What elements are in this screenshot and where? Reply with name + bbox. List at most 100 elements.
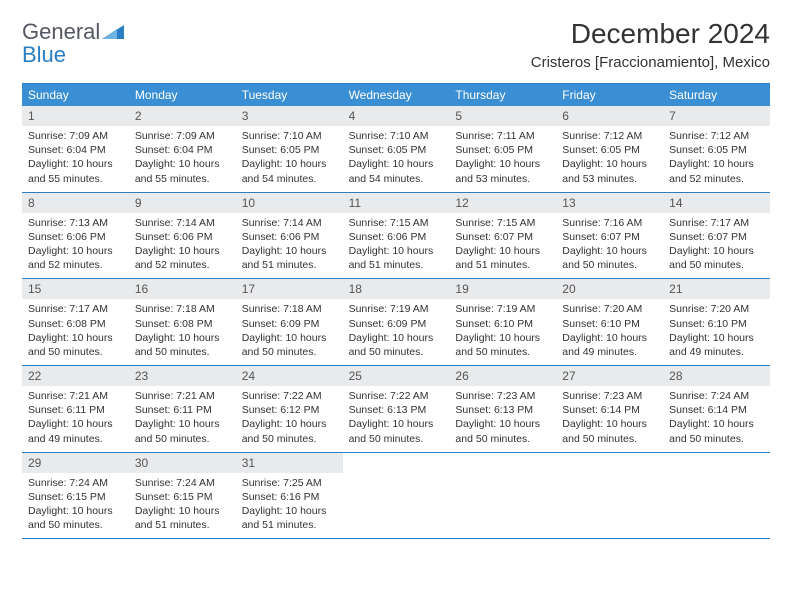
day-info: Sunrise: 7:22 AMSunset: 6:12 PMDaylight:… <box>236 386 343 452</box>
dayname: Wednesday <box>343 84 450 106</box>
week-row: 8Sunrise: 7:13 AMSunset: 6:06 PMDaylight… <box>22 193 770 280</box>
day-info: Sunrise: 7:19 AMSunset: 6:09 PMDaylight:… <box>343 299 450 365</box>
logo-wedge-icon <box>102 20 124 43</box>
day-cell: 15Sunrise: 7:17 AMSunset: 6:08 PMDayligh… <box>22 279 129 365</box>
day-cell: 18Sunrise: 7:19 AMSunset: 6:09 PMDayligh… <box>343 279 450 365</box>
day-cell: 20Sunrise: 7:20 AMSunset: 6:10 PMDayligh… <box>556 279 663 365</box>
day-cell: 8Sunrise: 7:13 AMSunset: 6:06 PMDaylight… <box>22 193 129 279</box>
logo: General Blue <box>22 18 124 66</box>
day-number: 31 <box>236 453 343 473</box>
day-cell: 1Sunrise: 7:09 AMSunset: 6:04 PMDaylight… <box>22 106 129 192</box>
day-info: Sunrise: 7:19 AMSunset: 6:10 PMDaylight:… <box>449 299 556 365</box>
week-row: 15Sunrise: 7:17 AMSunset: 6:08 PMDayligh… <box>22 279 770 366</box>
day-info: Sunrise: 7:21 AMSunset: 6:11 PMDaylight:… <box>22 386 129 452</box>
week-row: 22Sunrise: 7:21 AMSunset: 6:11 PMDayligh… <box>22 366 770 453</box>
day-info: Sunrise: 7:16 AMSunset: 6:07 PMDaylight:… <box>556 213 663 279</box>
day-info: Sunrise: 7:13 AMSunset: 6:06 PMDaylight:… <box>22 213 129 279</box>
day-info: Sunrise: 7:24 AMSunset: 6:14 PMDaylight:… <box>663 386 770 452</box>
day-number: 29 <box>22 453 129 473</box>
day-info: Sunrise: 7:23 AMSunset: 6:14 PMDaylight:… <box>556 386 663 452</box>
day-cell: 9Sunrise: 7:14 AMSunset: 6:06 PMDaylight… <box>129 193 236 279</box>
day-info: Sunrise: 7:12 AMSunset: 6:05 PMDaylight:… <box>556 126 663 192</box>
day-cell: 6Sunrise: 7:12 AMSunset: 6:05 PMDaylight… <box>556 106 663 192</box>
dayname: Saturday <box>663 84 770 106</box>
day-info: Sunrise: 7:15 AMSunset: 6:06 PMDaylight:… <box>343 213 450 279</box>
day-cell: 10Sunrise: 7:14 AMSunset: 6:06 PMDayligh… <box>236 193 343 279</box>
day-cell: 19Sunrise: 7:19 AMSunset: 6:10 PMDayligh… <box>449 279 556 365</box>
day-info: Sunrise: 7:24 AMSunset: 6:15 PMDaylight:… <box>129 473 236 539</box>
day-number: 7 <box>663 106 770 126</box>
day-cell <box>343 453 450 539</box>
day-info: Sunrise: 7:24 AMSunset: 6:15 PMDaylight:… <box>22 473 129 539</box>
day-number: 26 <box>449 366 556 386</box>
day-info: Sunrise: 7:11 AMSunset: 6:05 PMDaylight:… <box>449 126 556 192</box>
day-number: 19 <box>449 279 556 299</box>
dayname: Monday <box>129 84 236 106</box>
day-number: 8 <box>22 193 129 213</box>
day-info: Sunrise: 7:10 AMSunset: 6:05 PMDaylight:… <box>343 126 450 192</box>
day-number: 23 <box>129 366 236 386</box>
day-cell: 7Sunrise: 7:12 AMSunset: 6:05 PMDaylight… <box>663 106 770 192</box>
day-number: 25 <box>343 366 450 386</box>
day-number: 9 <box>129 193 236 213</box>
dayname: Tuesday <box>236 84 343 106</box>
day-cell: 24Sunrise: 7:22 AMSunset: 6:12 PMDayligh… <box>236 366 343 452</box>
day-number: 5 <box>449 106 556 126</box>
day-number: 3 <box>236 106 343 126</box>
day-number: 24 <box>236 366 343 386</box>
day-cell: 12Sunrise: 7:15 AMSunset: 6:07 PMDayligh… <box>449 193 556 279</box>
day-cell: 13Sunrise: 7:16 AMSunset: 6:07 PMDayligh… <box>556 193 663 279</box>
day-cell <box>449 453 556 539</box>
day-cell: 14Sunrise: 7:17 AMSunset: 6:07 PMDayligh… <box>663 193 770 279</box>
day-info: Sunrise: 7:21 AMSunset: 6:11 PMDaylight:… <box>129 386 236 452</box>
day-info: Sunrise: 7:12 AMSunset: 6:05 PMDaylight:… <box>663 126 770 192</box>
day-info: Sunrise: 7:15 AMSunset: 6:07 PMDaylight:… <box>449 213 556 279</box>
day-number: 11 <box>343 193 450 213</box>
day-number: 4 <box>343 106 450 126</box>
week-row: 1Sunrise: 7:09 AMSunset: 6:04 PMDaylight… <box>22 106 770 193</box>
header: General Blue December 2024 Cristeros [Fr… <box>22 18 770 71</box>
day-cell: 29Sunrise: 7:24 AMSunset: 6:15 PMDayligh… <box>22 453 129 539</box>
day-info: Sunrise: 7:09 AMSunset: 6:04 PMDaylight:… <box>129 126 236 192</box>
day-cell: 2Sunrise: 7:09 AMSunset: 6:04 PMDaylight… <box>129 106 236 192</box>
day-cell: 22Sunrise: 7:21 AMSunset: 6:11 PMDayligh… <box>22 366 129 452</box>
day-info: Sunrise: 7:22 AMSunset: 6:13 PMDaylight:… <box>343 386 450 452</box>
logo-text-1: General <box>22 20 100 43</box>
day-cell <box>663 453 770 539</box>
day-number: 6 <box>556 106 663 126</box>
day-info: Sunrise: 7:20 AMSunset: 6:10 PMDaylight:… <box>663 299 770 365</box>
day-number: 20 <box>556 279 663 299</box>
day-number: 21 <box>663 279 770 299</box>
day-info: Sunrise: 7:20 AMSunset: 6:10 PMDaylight:… <box>556 299 663 365</box>
day-cell: 16Sunrise: 7:18 AMSunset: 6:08 PMDayligh… <box>129 279 236 365</box>
day-cell: 4Sunrise: 7:10 AMSunset: 6:05 PMDaylight… <box>343 106 450 192</box>
day-number: 16 <box>129 279 236 299</box>
page-title: December 2024 <box>531 18 770 50</box>
day-number: 13 <box>556 193 663 213</box>
day-number: 10 <box>236 193 343 213</box>
day-info: Sunrise: 7:14 AMSunset: 6:06 PMDaylight:… <box>129 213 236 279</box>
day-info: Sunrise: 7:25 AMSunset: 6:16 PMDaylight:… <box>236 473 343 539</box>
day-cell: 21Sunrise: 7:20 AMSunset: 6:10 PMDayligh… <box>663 279 770 365</box>
day-number: 2 <box>129 106 236 126</box>
day-cell: 11Sunrise: 7:15 AMSunset: 6:06 PMDayligh… <box>343 193 450 279</box>
day-cell: 26Sunrise: 7:23 AMSunset: 6:13 PMDayligh… <box>449 366 556 452</box>
day-info: Sunrise: 7:17 AMSunset: 6:08 PMDaylight:… <box>22 299 129 365</box>
day-cell: 5Sunrise: 7:11 AMSunset: 6:05 PMDaylight… <box>449 106 556 192</box>
title-block: December 2024 Cristeros [Fraccionamiento… <box>531 18 770 71</box>
day-number: 18 <box>343 279 450 299</box>
day-number: 15 <box>22 279 129 299</box>
day-number: 1 <box>22 106 129 126</box>
day-info: Sunrise: 7:23 AMSunset: 6:13 PMDaylight:… <box>449 386 556 452</box>
day-info: Sunrise: 7:10 AMSunset: 6:05 PMDaylight:… <box>236 126 343 192</box>
day-cell: 30Sunrise: 7:24 AMSunset: 6:15 PMDayligh… <box>129 453 236 539</box>
day-info: Sunrise: 7:14 AMSunset: 6:06 PMDaylight:… <box>236 213 343 279</box>
day-info: Sunrise: 7:18 AMSunset: 6:09 PMDaylight:… <box>236 299 343 365</box>
logo-text-2: Blue <box>22 43 66 66</box>
day-cell: 31Sunrise: 7:25 AMSunset: 6:16 PMDayligh… <box>236 453 343 539</box>
day-number: 27 <box>556 366 663 386</box>
day-cell <box>556 453 663 539</box>
day-cell: 28Sunrise: 7:24 AMSunset: 6:14 PMDayligh… <box>663 366 770 452</box>
day-number: 22 <box>22 366 129 386</box>
calendar: Sunday Monday Tuesday Wednesday Thursday… <box>22 83 770 539</box>
